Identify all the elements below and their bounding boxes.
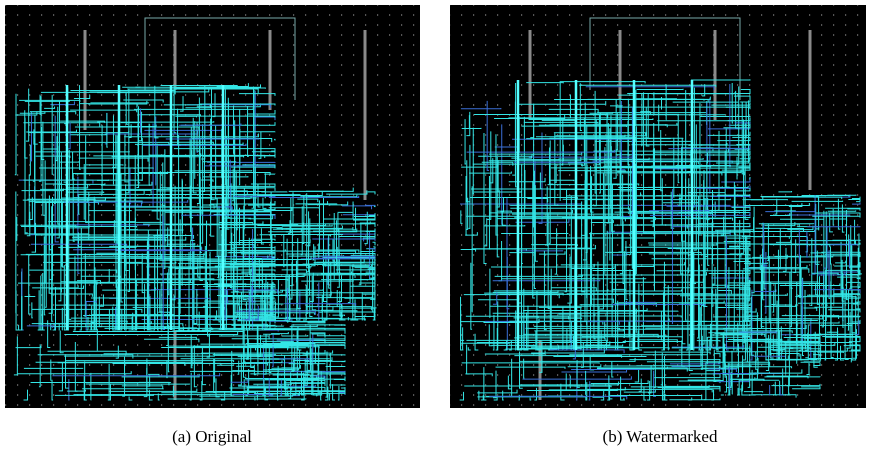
wire [732,137,750,138]
panel-watermarked [450,5,866,408]
wire [827,195,856,196]
wire [113,115,114,183]
wire [217,365,233,366]
wire [829,250,830,296]
wire [762,394,763,395]
wire [305,359,306,384]
wire [215,358,216,382]
wire [303,373,304,395]
page: {"figure": {"panels": [{"caption": "(a) … [0,0,870,471]
wire [180,219,181,291]
wire [95,239,115,240]
wire [773,335,774,349]
wire [560,81,561,200]
wire [168,267,238,268]
wire [828,310,860,311]
wire [264,329,305,330]
figure: (a) Original (b) Watermarked [0,0,870,471]
wire [554,318,582,319]
wire [182,179,183,285]
wire [262,341,293,342]
wire [289,364,325,365]
caption: (b) Watermarked [603,427,718,446]
wire [620,98,621,219]
wire [82,389,163,390]
wire [514,162,600,163]
caption: (a) Original [172,427,252,446]
wire [609,128,610,260]
panel-original [5,5,420,408]
wire [721,394,724,395]
